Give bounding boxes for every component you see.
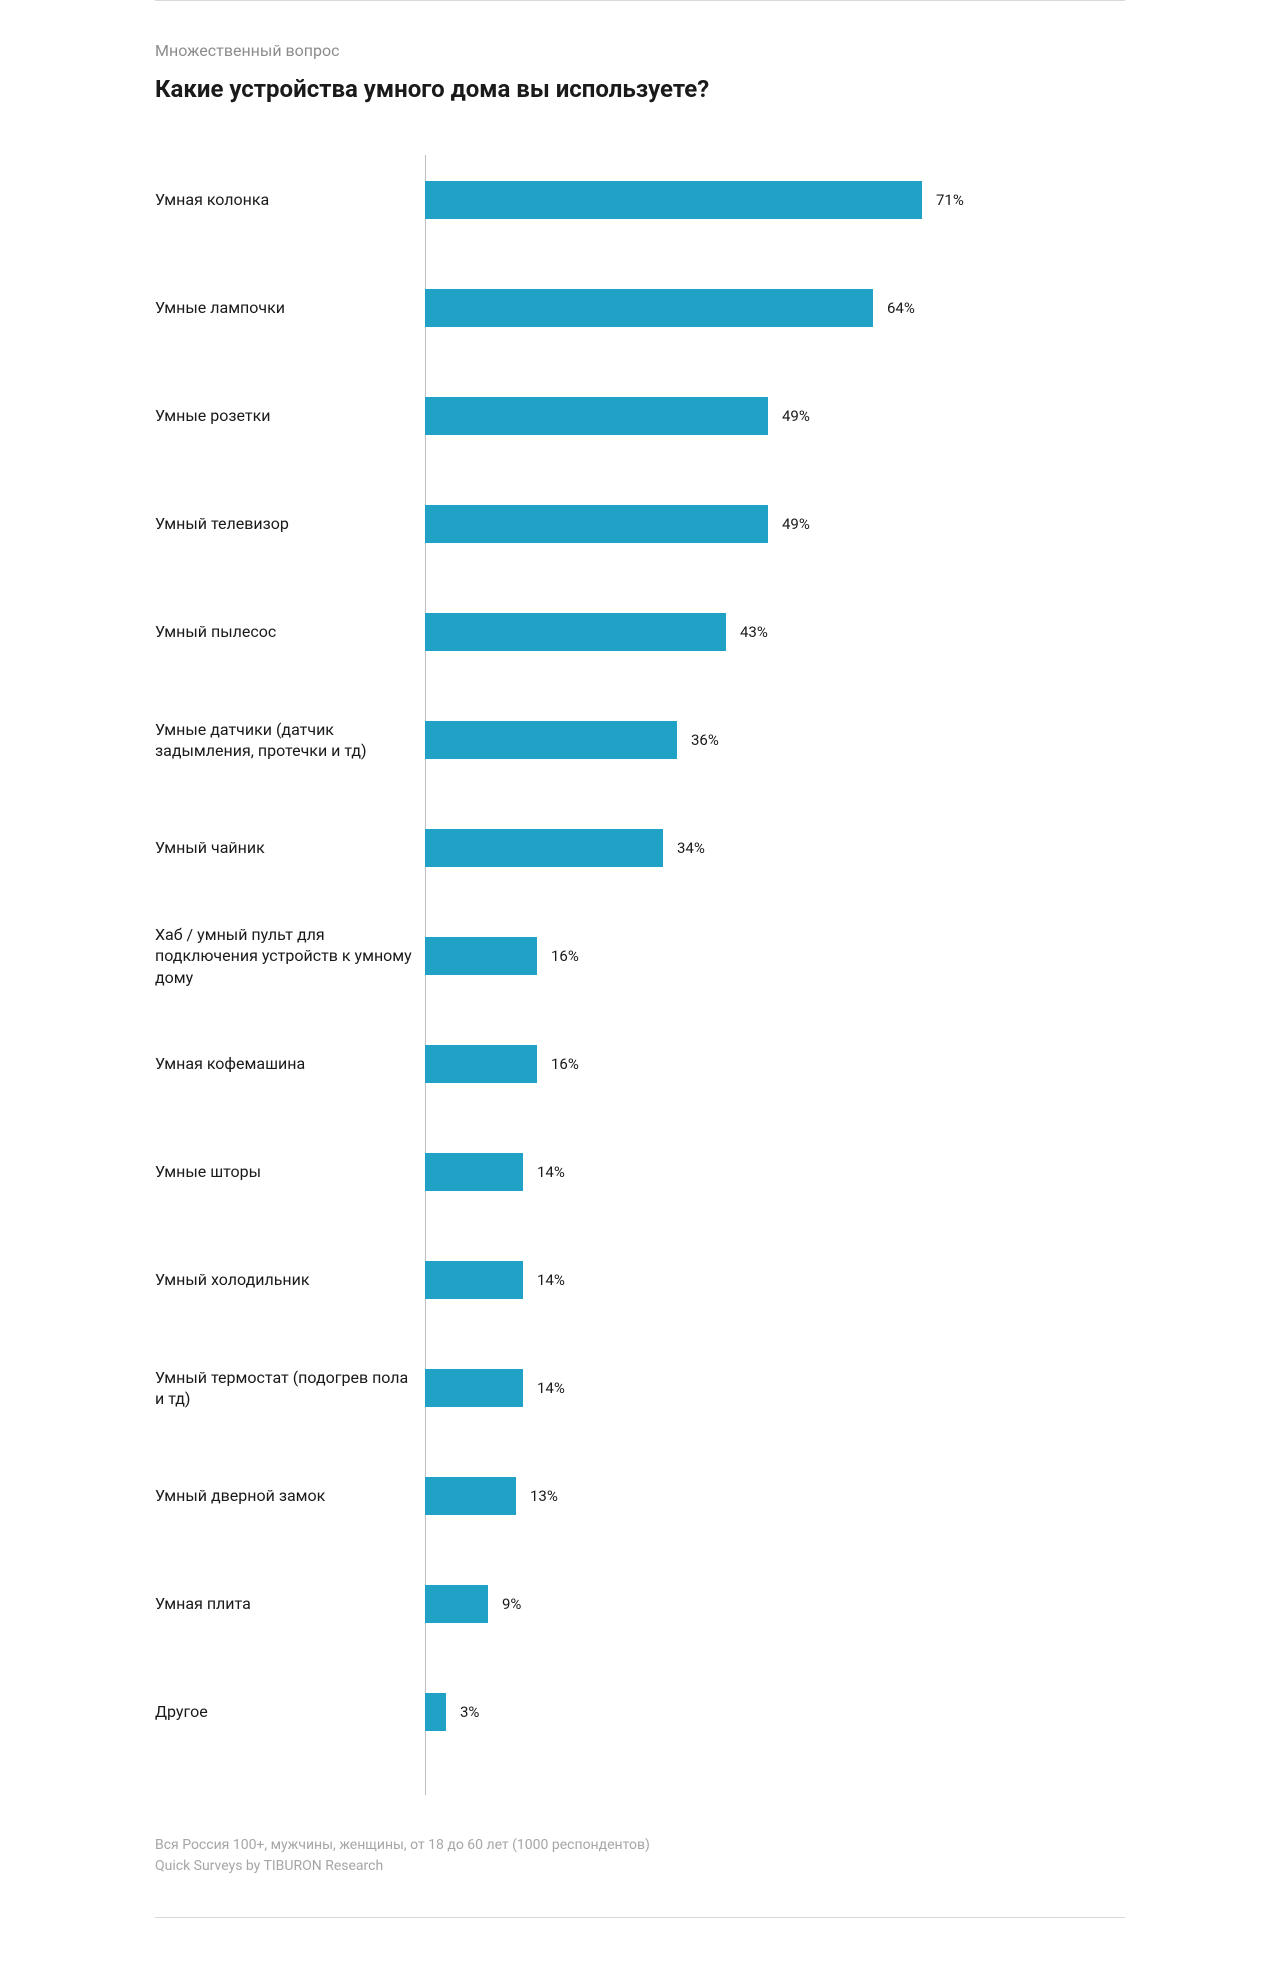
- bar: [425, 1045, 537, 1083]
- chart-container: Множественный вопрос Какие устройства ум…: [0, 0, 1280, 1978]
- top-divider: [155, 0, 1125, 1]
- bar-area: 49%: [425, 505, 1125, 543]
- footnote-line-1: Вся Россия 100+, мужчины, женщины, от 18…: [155, 1835, 1125, 1856]
- chart-row: Хаб / умный пульт для подключения устрой…: [155, 921, 1125, 991]
- bar-label: Умная кофемашина: [155, 1053, 425, 1075]
- bar-value: 14%: [537, 1163, 565, 1181]
- chart-row: Другое 3%: [155, 1677, 1125, 1747]
- bar-label: Умный чайник: [155, 837, 425, 859]
- chart-row: Умные датчики (датчик задымления, протеч…: [155, 705, 1125, 775]
- chart-row: Умная колонка 71%: [155, 165, 1125, 235]
- bar-value: 13%: [530, 1487, 558, 1505]
- bar: [425, 1693, 446, 1731]
- bar-area: 13%: [425, 1477, 1125, 1515]
- bar-value: 71%: [936, 191, 964, 209]
- bar: [425, 1477, 516, 1515]
- bar-label: Умные шторы: [155, 1161, 425, 1183]
- bar: [425, 505, 768, 543]
- bar-value: 3%: [460, 1703, 479, 1721]
- chart-footnote: Вся Россия 100+, мужчины, женщины, от 18…: [155, 1835, 1125, 1877]
- bar-value: 34%: [677, 839, 705, 857]
- bar-label: Умный дверной замок: [155, 1485, 425, 1507]
- chart-row: Умная кофемашина 16%: [155, 1029, 1125, 1099]
- chart-row: Умный чайник 34%: [155, 813, 1125, 883]
- bar: [425, 1585, 488, 1623]
- bar-label: Умный термостат (подогрев пола и тд): [155, 1367, 425, 1410]
- bar: [425, 181, 922, 219]
- chart-subtitle: Множественный вопрос: [155, 41, 1125, 60]
- bar-value: 49%: [782, 407, 810, 425]
- bottom-divider: [155, 1917, 1125, 1918]
- bar: [425, 1369, 523, 1407]
- bar-area: 34%: [425, 829, 1125, 867]
- bar-area: 36%: [425, 721, 1125, 759]
- bar-area: 43%: [425, 613, 1125, 651]
- bar-value: 64%: [887, 299, 915, 317]
- bar: [425, 829, 663, 867]
- bar-area: 14%: [425, 1261, 1125, 1299]
- chart-title: Какие устройства умного дома вы использу…: [155, 74, 1125, 105]
- bar-area: 16%: [425, 1045, 1125, 1083]
- chart-row: Умный пылесос 43%: [155, 597, 1125, 667]
- bar-label: Умная плита: [155, 1593, 425, 1615]
- bar-area: 71%: [425, 181, 1125, 219]
- bar-value: 9%: [502, 1595, 521, 1613]
- bar-value: 43%: [740, 623, 768, 641]
- bar-label: Хаб / умный пульт для подключения устрой…: [155, 924, 425, 989]
- bar-value: 49%: [782, 515, 810, 533]
- bar-chart: Умная колонка 71% Умные лампочки 64% Умные р…: [155, 165, 1125, 1825]
- bar-value: 14%: [537, 1271, 565, 1289]
- bar-label: Умный холодильник: [155, 1269, 425, 1291]
- bar-area: 64%: [425, 289, 1125, 327]
- bar-area: 14%: [425, 1153, 1125, 1191]
- bar-label: Умные датчики (датчик задымления, протеч…: [155, 719, 425, 762]
- chart-row: Умный термостат (подогрев пола и тд) 14%: [155, 1353, 1125, 1423]
- chart-row: Умный телевизор 49%: [155, 489, 1125, 559]
- bar-label: Умная колонка: [155, 189, 425, 211]
- bar-label: Умные лампочки: [155, 297, 425, 319]
- bar-area: 49%: [425, 397, 1125, 435]
- bar: [425, 1261, 523, 1299]
- bar: [425, 1153, 523, 1191]
- bar: [425, 937, 537, 975]
- bar: [425, 289, 873, 327]
- chart-row: Умный дверной замок 13%: [155, 1461, 1125, 1531]
- bar-value: 36%: [691, 731, 719, 749]
- bar-value: 14%: [537, 1379, 565, 1397]
- bar-area: 3%: [425, 1693, 1125, 1731]
- bar-area: 9%: [425, 1585, 1125, 1623]
- bar: [425, 397, 768, 435]
- bar-label: Умный пылесос: [155, 621, 425, 643]
- chart-row: Умные шторы 14%: [155, 1137, 1125, 1207]
- bar-value: 16%: [551, 1055, 579, 1073]
- bar-area: 14%: [425, 1369, 1125, 1407]
- chart-row: Умная плита 9%: [155, 1569, 1125, 1639]
- bar: [425, 613, 726, 651]
- chart-row: Умные розетки 49%: [155, 381, 1125, 451]
- bar-area: 16%: [425, 937, 1125, 975]
- chart-row: Умный холодильник 14%: [155, 1245, 1125, 1315]
- bar-value: 16%: [551, 947, 579, 965]
- bar: [425, 721, 677, 759]
- chart-row: Умные лампочки 64%: [155, 273, 1125, 343]
- footnote-line-2: Quick Surveys by TIBURON Research: [155, 1856, 1125, 1877]
- bar-label: Другое: [155, 1701, 425, 1723]
- bar-label: Умный телевизор: [155, 513, 425, 535]
- bar-label: Умные розетки: [155, 405, 425, 427]
